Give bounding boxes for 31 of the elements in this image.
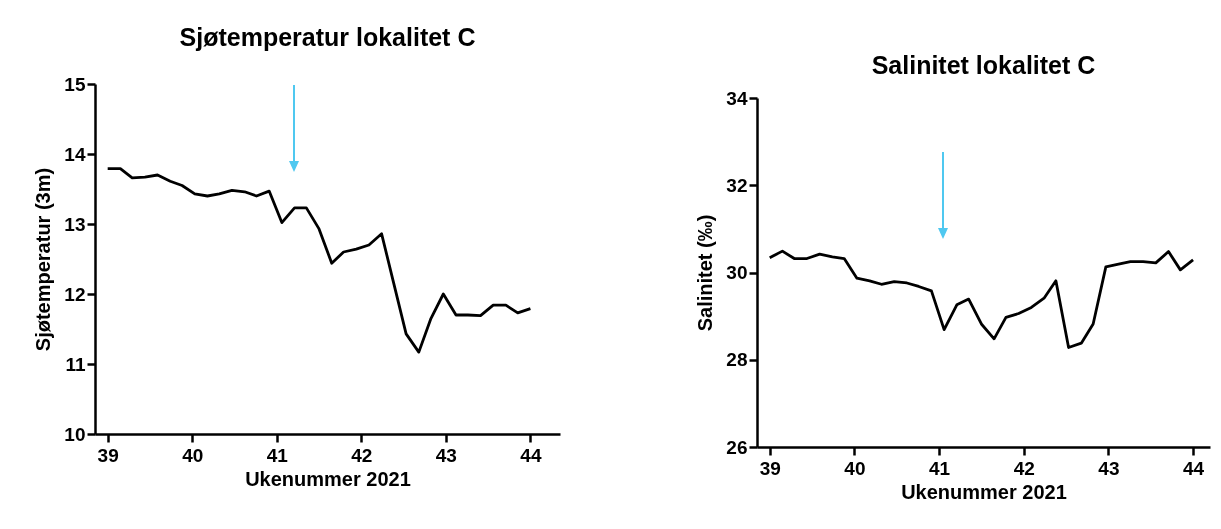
y-axis-title: Sjøtemperatur (3m) (32, 167, 55, 352)
chart-title: Sjøtemperatur lokalitet C (179, 23, 476, 51)
x-tick-label: 42 (351, 444, 373, 466)
y-tick-label: 32 (726, 174, 748, 196)
line-series (768, 249, 1195, 349)
y-tick-label: 30 (726, 262, 748, 283)
y-tick-label: 14 (64, 143, 86, 165)
y-tick-label: 13 (64, 213, 86, 235)
x-tick-label: 43 (435, 444, 457, 466)
y-tick-label: 10 (64, 423, 86, 445)
y-tick-label: 26 (726, 436, 748, 458)
y-tick-label: 12 (64, 283, 86, 305)
y-tick-label: 11 (65, 353, 86, 375)
y-axis-title: Salinitet (‰) (694, 214, 717, 332)
y-tick-label: 28 (726, 349, 748, 371)
y-tick-label: 15 (64, 73, 86, 95)
x-tick-label: 42 (1013, 457, 1035, 479)
x-tick-label: 41 (266, 444, 289, 466)
x-axis-title: Ukenummer 2021 (245, 467, 411, 490)
x-tick-label: 40 (844, 457, 866, 479)
x-tick-label: 41 (928, 457, 951, 479)
chart-title: Salinitet lokalitet C (871, 51, 1096, 79)
x-tick-label: 39 (759, 457, 781, 479)
x-tick-label: 44 (1183, 457, 1205, 479)
x-tick-label: 39 (97, 444, 119, 466)
y-tick-label: 34 (726, 87, 748, 109)
x-tick-label: 44 (520, 444, 542, 466)
x-tick-label: 40 (182, 444, 204, 466)
x-tick-label: 43 (1098, 457, 1120, 479)
x-axis-title: Ukenummer 2021 (901, 480, 1067, 503)
line-series (106, 167, 532, 354)
